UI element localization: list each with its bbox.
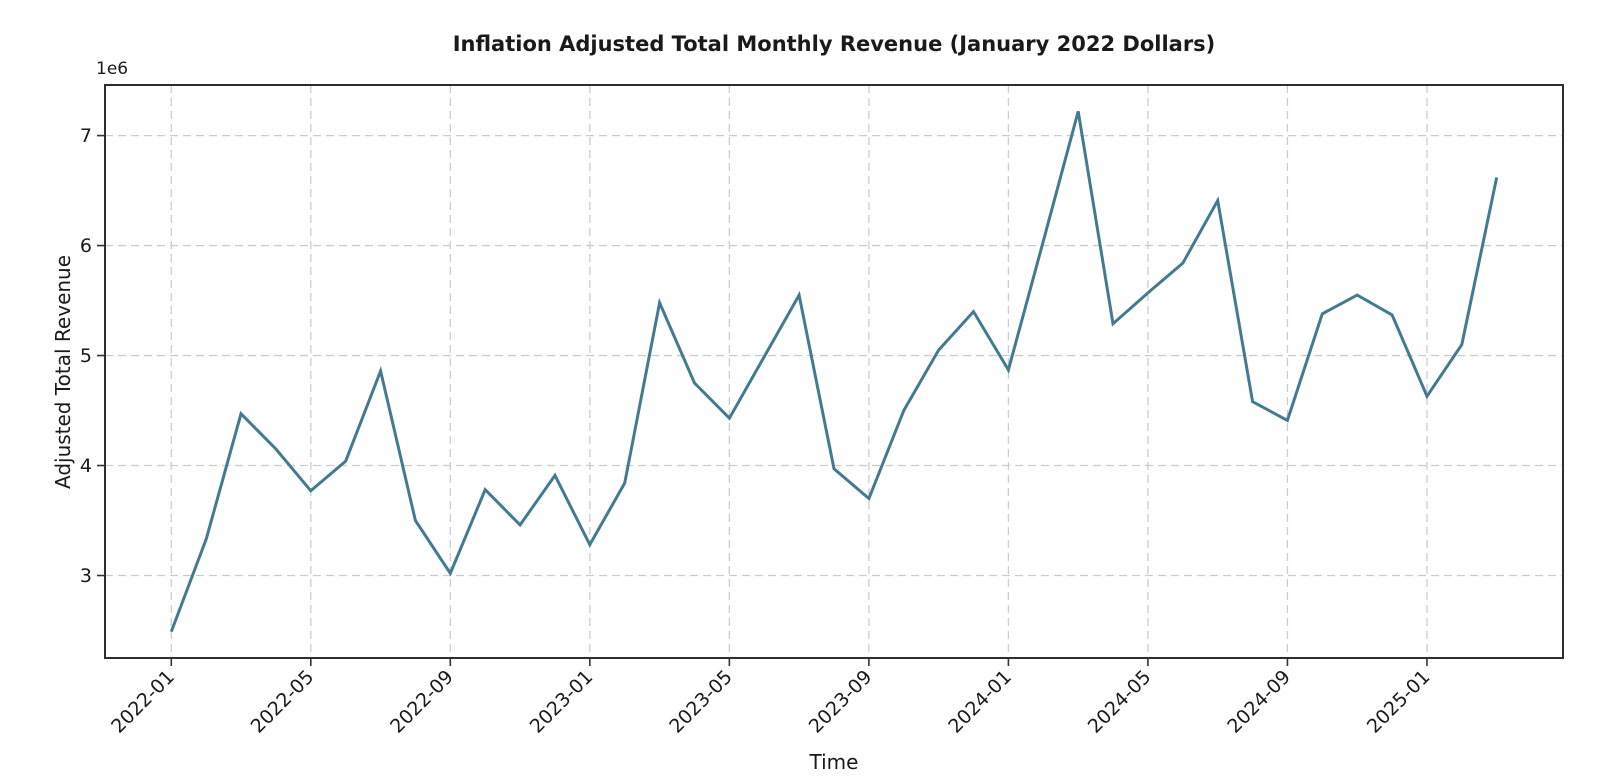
data-layer — [169, 111, 1499, 633]
x-tick-label: 2023-09 — [805, 666, 877, 738]
revenue-line-series — [169, 111, 1499, 633]
y-tick-label: 6 — [80, 235, 92, 257]
x-tick-label: 2023-01 — [526, 666, 598, 738]
x-tick-label: 2024-05 — [1084, 666, 1156, 738]
plot-border — [104, 84, 1564, 659]
y-tick-label: 4 — [80, 455, 92, 477]
y-axis-offset-label: 1e6 — [96, 59, 128, 79]
axis-layer: 3 4 5 6 7 2022-01 2022-05 2022-09 2023-01 2023-05… — [80, 125, 1435, 738]
x-tick-label: 2022-01 — [107, 666, 179, 738]
y-tick-label: 5 — [80, 345, 92, 367]
y-tick-label: 7 — [80, 125, 92, 147]
x-tick-label: 2022-09 — [386, 666, 458, 738]
y-axis-label: Adjusted Total Revenue — [51, 255, 75, 489]
x-axis-label: Time — [809, 750, 859, 774]
y-tick-label: 3 — [80, 565, 92, 587]
chart-title: Inflation Adjusted Total Monthly Revenue… — [453, 32, 1216, 56]
x-tick-label: 2022-05 — [247, 666, 319, 738]
x-tick-label: 2025-01 — [1363, 666, 1435, 738]
x-tick-label: 2024-09 — [1223, 666, 1295, 738]
x-tick-label: 2023-05 — [665, 666, 737, 738]
x-tick-label: 2024-01 — [944, 666, 1016, 738]
grid-layer — [105, 85, 1563, 658]
